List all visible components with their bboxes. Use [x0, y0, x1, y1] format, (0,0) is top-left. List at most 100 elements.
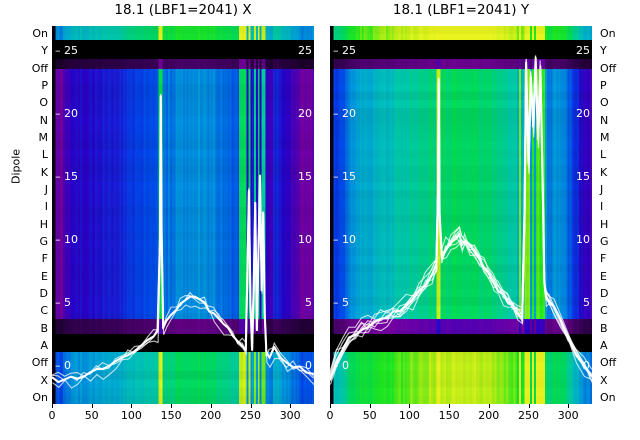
- x-tick-label: 50: [84, 409, 99, 422]
- category-label-off: Off: [31, 61, 48, 75]
- beam-trace-left: [52, 93, 314, 389]
- category-label-x: X: [600, 373, 608, 387]
- x-axis-left: 0 50 100 150 200 250 300: [48, 404, 314, 434]
- heatmap-left: [52, 26, 314, 404]
- category-label-j: J: [44, 183, 48, 196]
- x-tick-label: 100: [120, 409, 142, 422]
- category-label-m: M: [600, 131, 610, 144]
- inner-ytick-label: 15: [298, 170, 312, 184]
- x-tick-label: 200: [478, 409, 500, 422]
- x-tick-mark: [528, 404, 530, 408]
- x-tick-mark: [409, 404, 411, 408]
- heatmap-band: [52, 334, 314, 352]
- beam-trace-ghost: [52, 103, 314, 389]
- category-label-k: K: [40, 165, 48, 179]
- inner-ytick-label: 25: [298, 44, 312, 58]
- category-label-h: H: [600, 217, 609, 231]
- category-label-i: I: [600, 200, 604, 214]
- category-label-d: D: [39, 287, 48, 300]
- category-label-n: N: [39, 113, 48, 127]
- category-label-y: Y: [600, 44, 607, 58]
- inner-ytick-label: 0: [583, 359, 590, 373]
- beam-trace-ghost: [52, 98, 314, 382]
- heatmap-band: [52, 58, 314, 70]
- category-label-y: Y: [41, 44, 48, 58]
- x-tick-mark: [91, 404, 93, 408]
- plot-area-left[interactable]: – 25 – 20 – 15 – 10 – 5 – 0 25 20 15 10 5 0: [52, 26, 314, 404]
- category-label-p: P: [600, 79, 607, 92]
- heatmap-band: [52, 40, 314, 59]
- x-tick-mark: [488, 404, 490, 408]
- heatmap-band: [52, 351, 314, 404]
- category-label-off: Off: [31, 356, 48, 370]
- heatmap-texture: [330, 26, 592, 404]
- category-label-h: H: [39, 217, 48, 231]
- x-tick-mark: [290, 404, 292, 408]
- x-tick-label: 0: [48, 409, 56, 422]
- category-label-b: B: [40, 321, 48, 335]
- category-label-c: C: [40, 304, 48, 318]
- inner-ytick-label: – 20: [55, 107, 78, 121]
- beam-trace-ghost: [52, 93, 314, 377]
- inner-ytick-label: – 15: [55, 170, 78, 184]
- x-tick-label: 0: [326, 409, 334, 422]
- x-tick-mark: [52, 404, 53, 408]
- inner-ytick-label: – 10: [55, 233, 78, 247]
- heatmap-band: [330, 69, 592, 320]
- x-tick-mark: [171, 404, 173, 408]
- category-label-f: F: [600, 252, 607, 266]
- inner-ytick-label: – 25: [333, 44, 356, 58]
- heatmap-band: [330, 334, 592, 352]
- beam-trace-main: [330, 56, 592, 380]
- heatmap-band: [52, 319, 314, 335]
- inner-ytick-label: 5: [583, 296, 590, 310]
- heatmap-texture: [52, 26, 314, 404]
- category-axis-left: On Y Off P O N M L K J I H G F E D C B A Off X On: [18, 26, 48, 404]
- beam-trace-main: [52, 94, 314, 384]
- beam-trace-ghost: [330, 66, 592, 385]
- category-label-g: G: [39, 235, 48, 248]
- category-label-e: E: [41, 269, 48, 283]
- inner-ytick-label: 10: [298, 233, 312, 247]
- category-label-f: F: [41, 252, 48, 266]
- x-tick-label: 250: [240, 409, 261, 422]
- category-label-a: A: [600, 339, 608, 352]
- inner-ytick-label: – 0: [55, 359, 71, 373]
- x-tick-mark: [250, 404, 252, 408]
- heatmap-band: [330, 58, 592, 70]
- beam-trace-ghost: [330, 59, 592, 381]
- heatmap-band: [330, 351, 592, 404]
- inner-ytick-label: 15: [576, 170, 590, 184]
- category-label-i: I: [44, 200, 48, 214]
- x-tick-label: 250: [518, 409, 539, 422]
- heatmap-band: [330, 26, 592, 41]
- category-label-p: P: [41, 79, 48, 92]
- category-label-j: J: [600, 183, 604, 196]
- x-tick-mark: [449, 404, 451, 408]
- category-label-c: C: [600, 304, 608, 318]
- plot-area-right[interactable]: – 25 – 20 – 15 – 10 – 5 – 0 25 20 15 10 5 0: [330, 26, 592, 404]
- category-label-x: X: [40, 373, 48, 387]
- heatmap-band: [330, 40, 592, 59]
- x-tick-label: 150: [160, 409, 182, 422]
- x-tick-label: 150: [438, 409, 460, 422]
- heatmap-right: [330, 26, 592, 404]
- x-axis-right: 0 50 100 150 200 250 300: [326, 404, 592, 434]
- category-label-m: M: [38, 131, 49, 144]
- x-tick-mark: [131, 404, 133, 408]
- heatmap-band: [52, 26, 314, 41]
- category-label-off: Off: [600, 61, 617, 75]
- category-label-e: E: [600, 269, 607, 283]
- category-label-on: On: [600, 27, 616, 40]
- x-tick-label: 50: [362, 409, 377, 422]
- inner-ytick-label: 10: [576, 233, 590, 247]
- category-label-off: Off: [600, 356, 617, 370]
- beam-trace-ghost: [330, 59, 592, 382]
- category-axis-right: On Y Off P O N M L K J I H G F E D C B A Off X On: [596, 26, 626, 404]
- inner-ytick-label: 20: [298, 107, 312, 121]
- heatmap-band: [52, 69, 314, 320]
- inner-ytick-label: – 5: [55, 296, 71, 310]
- category-label-n: N: [600, 113, 609, 127]
- category-label-b: B: [600, 321, 608, 335]
